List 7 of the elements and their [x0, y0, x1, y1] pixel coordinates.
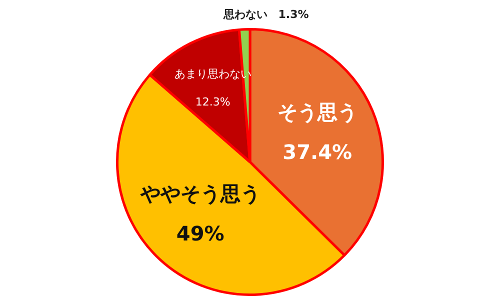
slice-label: そう思う: [277, 100, 358, 124]
data-label: 12.3%: [195, 95, 230, 108]
slice-label: 思わない 1.3%: [222, 8, 309, 22]
slice-label: ややそう思う: [139, 182, 260, 206]
data-label: 37.4%: [282, 140, 352, 164]
slice-label: あまり思わない: [174, 67, 252, 80]
data-label: 49%: [176, 222, 224, 246]
